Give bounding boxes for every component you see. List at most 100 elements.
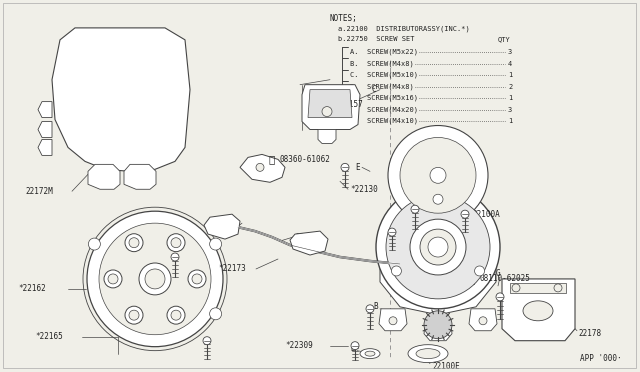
Polygon shape xyxy=(308,90,352,118)
Text: QTY: QTY xyxy=(498,36,511,42)
Circle shape xyxy=(167,306,185,324)
Circle shape xyxy=(108,274,118,284)
Circle shape xyxy=(210,308,221,320)
Circle shape xyxy=(171,310,181,320)
Circle shape xyxy=(125,306,143,324)
Text: 22100A: 22100A xyxy=(472,210,500,219)
Text: *22130: *22130 xyxy=(350,185,378,194)
Text: 22100E: 22100E xyxy=(432,362,460,371)
Circle shape xyxy=(87,211,223,347)
Text: Ⓢ: Ⓢ xyxy=(268,154,275,164)
Text: 2: 2 xyxy=(508,84,512,90)
Ellipse shape xyxy=(365,351,375,356)
Ellipse shape xyxy=(408,345,448,363)
Text: *22173: *22173 xyxy=(218,264,246,273)
Text: C.  SCREW(M5x10): C. SCREW(M5x10) xyxy=(350,72,418,78)
Circle shape xyxy=(188,270,206,288)
Circle shape xyxy=(203,337,211,345)
Text: F: F xyxy=(396,222,400,232)
Ellipse shape xyxy=(416,349,440,359)
Circle shape xyxy=(256,163,264,171)
Text: APP '000·: APP '000· xyxy=(580,354,621,363)
Circle shape xyxy=(192,274,202,284)
Circle shape xyxy=(433,194,443,204)
Circle shape xyxy=(411,205,419,213)
Circle shape xyxy=(99,223,211,335)
Circle shape xyxy=(428,237,448,257)
Ellipse shape xyxy=(360,349,380,359)
Circle shape xyxy=(388,125,488,225)
Circle shape xyxy=(210,238,221,250)
Text: B.  SCREW(M4x8): B. SCREW(M4x8) xyxy=(350,60,413,67)
Circle shape xyxy=(129,238,139,248)
Circle shape xyxy=(341,163,349,171)
Polygon shape xyxy=(318,129,336,144)
Text: D.  SCREW(M4x8): D. SCREW(M4x8) xyxy=(350,83,413,90)
Polygon shape xyxy=(38,140,52,155)
Circle shape xyxy=(512,284,520,292)
Text: E.  SCREW(M5x16): E. SCREW(M5x16) xyxy=(350,94,418,101)
Circle shape xyxy=(139,263,171,295)
Circle shape xyxy=(496,293,504,301)
Circle shape xyxy=(479,317,487,325)
Circle shape xyxy=(410,219,466,275)
Polygon shape xyxy=(52,28,190,171)
Circle shape xyxy=(475,266,484,276)
Text: G: G xyxy=(495,269,500,279)
Text: 1: 1 xyxy=(508,72,512,78)
Circle shape xyxy=(125,234,143,252)
Polygon shape xyxy=(124,164,156,189)
Polygon shape xyxy=(380,257,496,315)
Circle shape xyxy=(424,311,452,339)
Text: A.  SCREW(M5x22): A. SCREW(M5x22) xyxy=(350,49,418,55)
Text: Ⓑ: Ⓑ xyxy=(468,274,474,284)
Circle shape xyxy=(171,253,179,261)
Polygon shape xyxy=(379,309,407,331)
Text: 22172M: 22172M xyxy=(25,187,52,196)
Text: C: C xyxy=(372,85,376,94)
Text: *22162: *22162 xyxy=(18,284,45,294)
Polygon shape xyxy=(502,279,575,341)
Polygon shape xyxy=(38,122,52,138)
Polygon shape xyxy=(88,164,120,189)
Text: 22441F: 22441F xyxy=(205,222,233,232)
Circle shape xyxy=(554,284,562,292)
Circle shape xyxy=(388,228,396,236)
Text: 22178: 22178 xyxy=(578,329,601,338)
Text: 3: 3 xyxy=(508,49,512,55)
Text: B: B xyxy=(350,344,355,353)
Circle shape xyxy=(88,238,100,250)
Text: 4: 4 xyxy=(508,61,512,67)
Ellipse shape xyxy=(523,301,553,321)
Circle shape xyxy=(366,305,374,313)
Circle shape xyxy=(420,229,456,265)
Text: *22157: *22157 xyxy=(335,100,363,109)
Circle shape xyxy=(430,167,446,183)
FancyBboxPatch shape xyxy=(510,283,566,293)
Text: *22165: *22165 xyxy=(35,332,63,341)
Text: NOTES;: NOTES; xyxy=(330,14,358,23)
Polygon shape xyxy=(424,319,452,341)
Text: 3: 3 xyxy=(508,107,512,113)
Circle shape xyxy=(389,317,397,325)
Circle shape xyxy=(400,138,476,213)
Polygon shape xyxy=(38,102,52,118)
Circle shape xyxy=(461,210,469,218)
Circle shape xyxy=(171,238,181,248)
Text: 1: 1 xyxy=(508,118,512,124)
Circle shape xyxy=(392,266,401,276)
Text: 08360-61062: 08360-61062 xyxy=(280,155,331,164)
Circle shape xyxy=(351,342,359,350)
Circle shape xyxy=(434,327,442,335)
Polygon shape xyxy=(469,309,497,331)
Text: 1: 1 xyxy=(508,95,512,101)
Circle shape xyxy=(129,310,139,320)
Circle shape xyxy=(386,195,490,299)
Polygon shape xyxy=(240,154,285,182)
Text: F.  SCREW(M4x20): F. SCREW(M4x20) xyxy=(350,106,418,113)
Text: a.22100  DISTRIBUTORASSY(INC.*): a.22100 DISTRIBUTORASSY(INC.*) xyxy=(338,26,470,32)
Text: G.  SCREW(M4x10): G. SCREW(M4x10) xyxy=(350,118,418,124)
Circle shape xyxy=(104,270,122,288)
Text: A: A xyxy=(125,253,130,262)
Polygon shape xyxy=(290,231,328,255)
